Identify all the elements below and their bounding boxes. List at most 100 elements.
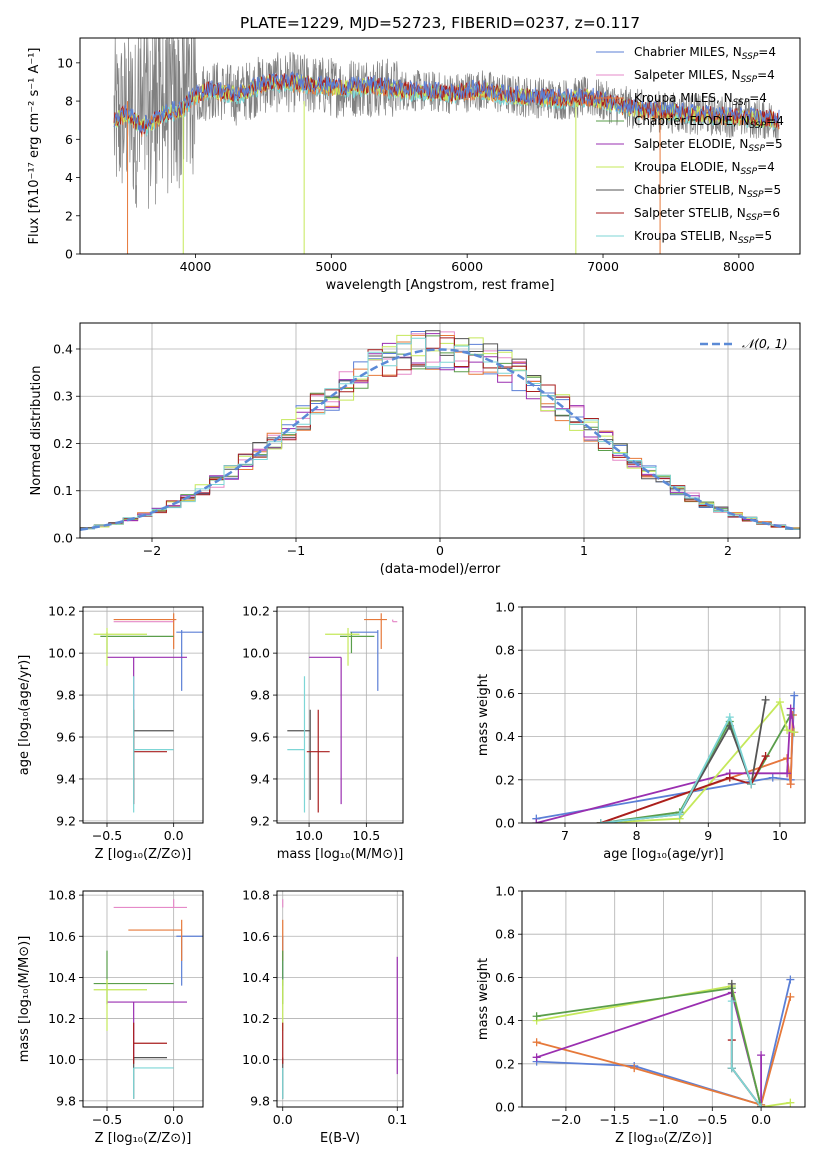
y-tick-label: 10.0	[48, 1052, 76, 1067]
legend-entry-kroupa_miles: Kroupa MILES, NSSP=4	[634, 91, 767, 108]
weight-point-kroupa_elodie	[783, 726, 792, 735]
x-tick-label: 9	[704, 828, 712, 843]
x-tick-label: 0.0	[273, 1112, 293, 1127]
x-axis-label: (data-model)/error	[380, 562, 501, 577]
y-tick-label: 10.0	[48, 646, 76, 661]
residuals-panel: −2 −1 0 1 2 0.0 0.1 0.2 0.3 0.4 (data-model)/error…	[29, 322, 801, 577]
x-tick-label: 0.0	[751, 1112, 771, 1127]
weight-point-kroupa_miles	[630, 1064, 639, 1073]
weight-point-kroupa_miles	[532, 1038, 541, 1047]
normal-curve	[80, 348, 798, 531]
x-tick-label: −0.5	[92, 828, 122, 843]
y-tick-label: 10.2	[48, 604, 76, 619]
x-tick-label: −2.0	[551, 1112, 581, 1127]
y-tick-label: 9.8	[56, 1093, 76, 1108]
x-tick-label: 6000	[451, 259, 483, 274]
weight-point-salpeter_elodie	[786, 704, 795, 713]
y-axis-label: mass [log₁₀(M/M⊙)]	[17, 936, 32, 1063]
weight-point-salpeter_elodie	[532, 1053, 541, 1062]
x-tick-label: 4000	[180, 259, 212, 274]
weight-line-chabrier_miles	[536, 979, 792, 1106]
weight-point-salpeter_elodie	[783, 769, 792, 778]
weight-point-kroupa_elodie	[790, 728, 799, 737]
y-tick-label: 2	[65, 208, 73, 223]
x-tick-label: 7	[561, 828, 569, 843]
weight_vs_Z-panel: −2.0 −1.5 −1.0 −0.5 0.0 0.0 0.2 0.4 0.6 0.8 1.0 Z […	[476, 884, 806, 1146]
weight-line-kroupa_miles	[600, 714, 794, 823]
y-tick-label: 0	[65, 247, 73, 262]
x-axis-label: Z [log₁₀(Z/Z⊙)]	[95, 847, 192, 862]
y-tick-label: 0.3	[53, 389, 73, 404]
y-tick-label: 9.2	[250, 813, 270, 828]
y-tick-label: 9.4	[250, 771, 270, 786]
y-tick-label: 0.1	[53, 483, 73, 498]
spectrum-legend: Chabrier MILES, NSSP=4 Salpeter MILES, NS…	[596, 45, 784, 246]
legend-entry-normal: 𝒩(0, 1)	[742, 336, 788, 351]
y-tick-label: 0.0	[53, 531, 73, 546]
mass_vs_ebv-panel: 0.0 0.1 9.8 10.0 10.2 10.4 10.6 10.8 E(B-V)	[242, 888, 407, 1146]
x-axis-label: wavelength [Angstrom, rest frame]	[326, 278, 555, 293]
x-axis-label: age [log₁₀(age/yr)]	[603, 847, 724, 862]
y-tick-label: 9.8	[56, 688, 76, 703]
weight-point-kroupa_elodie	[775, 698, 784, 707]
x-tick-label: 2	[724, 543, 732, 558]
y-tick-label: 0.0	[495, 816, 515, 831]
weight-line-chabrier_elodie	[600, 714, 792, 823]
spectrum-panel: 4000 5000 6000 7000 8000 0 2 4 6 8 10 wavelength [A…	[27, 37, 801, 293]
y-tick-label: 1.0	[495, 884, 515, 899]
y-axis-label: Normed distribution	[29, 366, 44, 496]
weight-point-kroupa_elodie	[786, 1098, 795, 1107]
weight-point-salpeter_elodie	[532, 819, 541, 823]
y-tick-label: 10.0	[242, 1052, 270, 1067]
y-tick-label: 0.4	[495, 1013, 515, 1028]
axes-frame	[82, 890, 204, 1108]
weight_vs_Z-plot-area	[532, 975, 795, 1107]
y-tick-label: 8	[65, 94, 73, 109]
mass_vs_ebv-plot-area	[282, 899, 398, 1099]
weight-point-salpeter_stelib	[761, 752, 770, 761]
y-tick-label: 9.6	[250, 730, 270, 745]
x-tick-label: 5000	[315, 259, 347, 274]
axes-frame	[82, 606, 204, 824]
weight-point-chabrier_elodie	[532, 1012, 541, 1021]
y-tick-label: 10.0	[242, 646, 270, 661]
weight-point-chabrier_miles	[768, 773, 777, 782]
weight-point-chabrier_miles	[786, 975, 795, 984]
y-tick-label: 10.8	[48, 888, 76, 903]
y-tick-label: 9.4	[56, 771, 76, 786]
model-spectrum-kroupa_miles	[113, 75, 780, 137]
age_vs_Z-panel: −0.5 0.0 9.2 9.4 9.6 9.8 10.0 10.2 Z [log₁₀(Z/Z⊙…	[17, 604, 204, 862]
weight-point-kroupa_stelib	[727, 997, 736, 1006]
weight_vs_age-panel: 7 8 9 10 0.0 0.2 0.4 0.6 0.8 1.0 age [log₁₀(age/yr…	[476, 600, 806, 862]
model-spectrum-salpeter_stelib	[113, 73, 780, 136]
legend-entry-chabrier_stelib: Chabrier STELIB, NSSP=5	[634, 183, 781, 200]
x-axis-label: Z [log₁₀(Z/Z⊙)]	[615, 1131, 712, 1146]
legend-entry-chabrier_elodie: Chabrier ELODIE, NSSP=4	[634, 114, 784, 131]
weight-point-kroupa_stelib	[596, 819, 605, 823]
weight-line-kroupa_elodie	[600, 700, 795, 823]
weight-line-salpeter_elodie	[536, 708, 796, 823]
weight-point-kroupa_stelib	[727, 1064, 736, 1073]
x-tick-label: 1	[580, 543, 588, 558]
x-axis-label: Z [log₁₀(Z/Z⊙)]	[95, 1131, 192, 1146]
y-tick-label: 6	[65, 132, 73, 147]
legend-entry-salpeter_miles: Salpeter MILES, NSSP=4	[634, 68, 775, 85]
mass_vs_Z-panel: −0.5 0.0 9.8 10.0 10.2 10.4 10.6 10.8 Z [log₁₀(Z…	[17, 888, 204, 1146]
age_vs_mass-panel: 10.0 10.5 9.2 9.4 9.6 9.8 10.0 10.2 mass [log₁₀(…	[242, 604, 404, 862]
y-tick-label: 10.4	[242, 970, 270, 985]
axes-frame	[79, 37, 801, 255]
age_vs_Z-plot-area	[93, 613, 203, 813]
x-tick-label: −1.0	[648, 1112, 678, 1127]
figure-title: PLATE=1229, MJD=52723, FIBERID=0237, z=0…	[240, 14, 640, 32]
x-tick-label: 10	[772, 828, 788, 843]
weight-point-kroupa_stelib	[675, 810, 684, 819]
y-tick-label: 9.6	[56, 730, 76, 745]
y-tick-label: 0.2	[53, 436, 73, 451]
weight-point-kroupa_miles	[786, 780, 795, 789]
weight-point-kroupa_stelib	[725, 713, 734, 722]
x-tick-label: 7000	[587, 259, 619, 274]
x-tick-label: −2	[143, 543, 161, 558]
legend-entry-kroupa_elodie: Kroupa ELODIE, NSSP=4	[634, 160, 775, 177]
weight_vs_age-plot-area	[532, 691, 799, 823]
